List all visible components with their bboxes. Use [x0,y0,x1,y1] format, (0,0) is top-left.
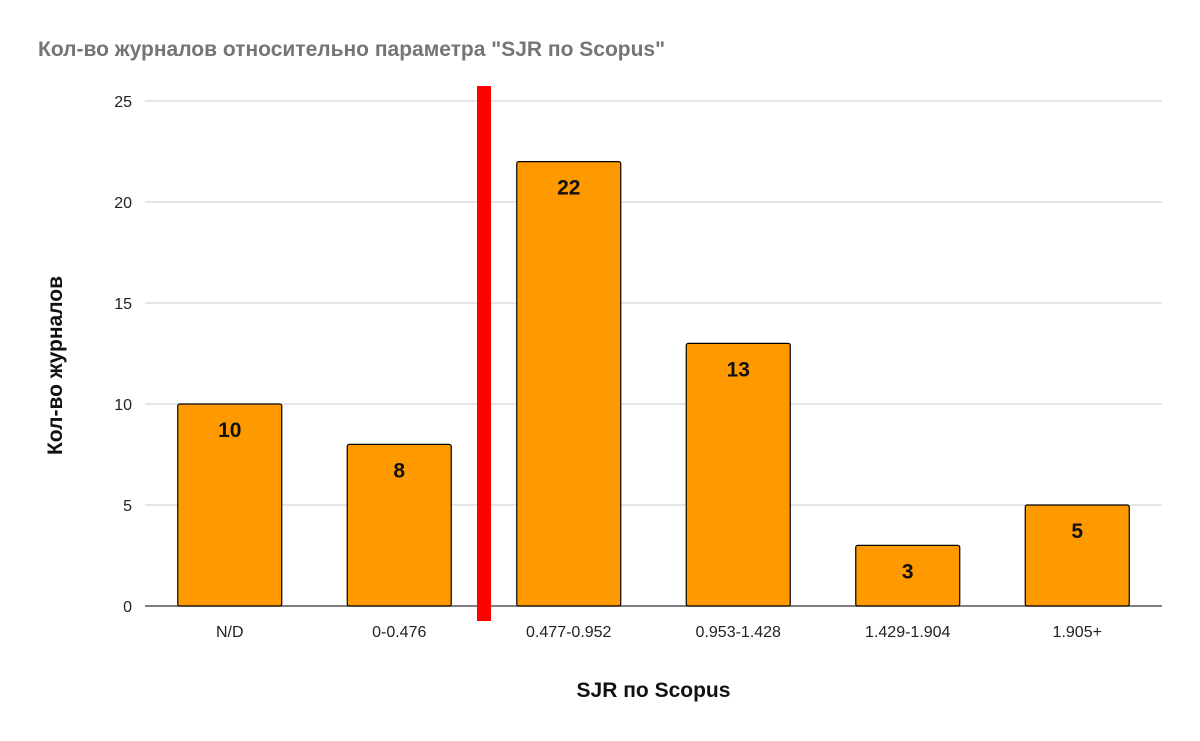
bar [346,443,452,607]
x-axis-title: SJR по Scopus [577,679,731,702]
data-labels: 10 8 22 13 3 5 [218,177,1083,584]
x-tick-label: 1.429-1.904 [865,624,951,641]
data-label: 5 [1071,520,1083,543]
x-tick-label: 0.953-1.428 [696,624,782,641]
y-tick-label: 15 [114,296,132,313]
bar [177,403,283,607]
x-tick-label: N/D [216,624,244,641]
vertical-marker-bar [477,86,491,621]
y-tick-labels: 0 5 10 15 20 25 [114,94,132,616]
x-tick-labels: N/D 0-0.476 0.477-0.952 0.953-1.428 1.429-1.… [216,624,1102,641]
bars [177,161,1130,607]
y-tick-label: 0 [123,599,132,616]
y-tick-label: 5 [123,498,132,515]
data-label: 3 [902,560,914,583]
data-label: 8 [393,459,405,482]
vertical-marker [477,86,491,621]
bar [1024,504,1130,607]
x-tick-label: 1.905+ [1053,624,1102,641]
bar [516,161,622,607]
data-label: 13 [727,358,750,381]
chart-title: Кол-во журналов относительно параметра "… [38,38,666,61]
y-tick-label: 20 [114,195,132,212]
gridlines [145,100,1162,607]
x-tick-label: 0.477-0.952 [526,624,612,641]
bar [685,342,791,607]
y-axis-title: Кол-во журналов [44,276,67,455]
data-label: 22 [557,177,580,200]
y-tick-label: 10 [114,397,132,414]
data-label: 10 [218,419,241,442]
x-tick-label: 0-0.476 [372,624,426,641]
bar [855,544,961,607]
y-tick-label: 25 [114,94,132,111]
